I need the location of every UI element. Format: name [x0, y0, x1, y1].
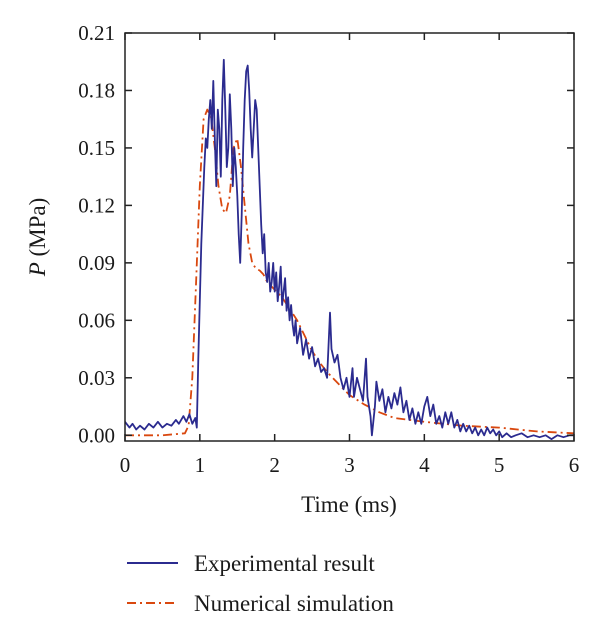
y-axis-symbol: P: [25, 262, 50, 277]
y-tick-label: 0.18: [78, 78, 115, 102]
x-tick-label: 0: [120, 453, 131, 477]
y-tick-label: 0.06: [78, 308, 115, 332]
series-layer: [125, 58, 574, 440]
x-tick-label: 6: [569, 453, 580, 477]
y-tick-label: 0.21: [78, 21, 115, 45]
x-tick-label: 2: [269, 453, 280, 477]
y-axis-unit: (MPa): [25, 198, 50, 263]
series-line-simulation: [125, 108, 574, 437]
y-tick-label: 0.12: [78, 193, 115, 217]
y-tick-label: 0.09: [78, 251, 115, 275]
series-line-experimental: [125, 58, 574, 440]
legend: Experimental result Numerical simulation: [127, 551, 394, 616]
y-tick-label: 0.03: [78, 366, 115, 390]
legend-label-experimental: Experimental result: [194, 551, 375, 576]
legend-label-simulation: Numerical simulation: [194, 591, 394, 616]
x-tick-label: 4: [419, 453, 430, 477]
x-tick-label: 5: [494, 453, 505, 477]
x-axis-title: Time (ms): [301, 492, 397, 517]
x-tick-label: 1: [195, 453, 206, 477]
y-tick-label: 0.00: [78, 423, 115, 447]
x-tick-label: 3: [344, 453, 355, 477]
y-tick-label: 0.15: [78, 136, 115, 160]
ticks-layer: 0 1 2 3 4 5 6 0.00 0.03 0.06 0.09 0.12 0.15 0.18 0.21: [78, 21, 579, 477]
y-axis-title: P (MPa): [25, 198, 50, 278]
